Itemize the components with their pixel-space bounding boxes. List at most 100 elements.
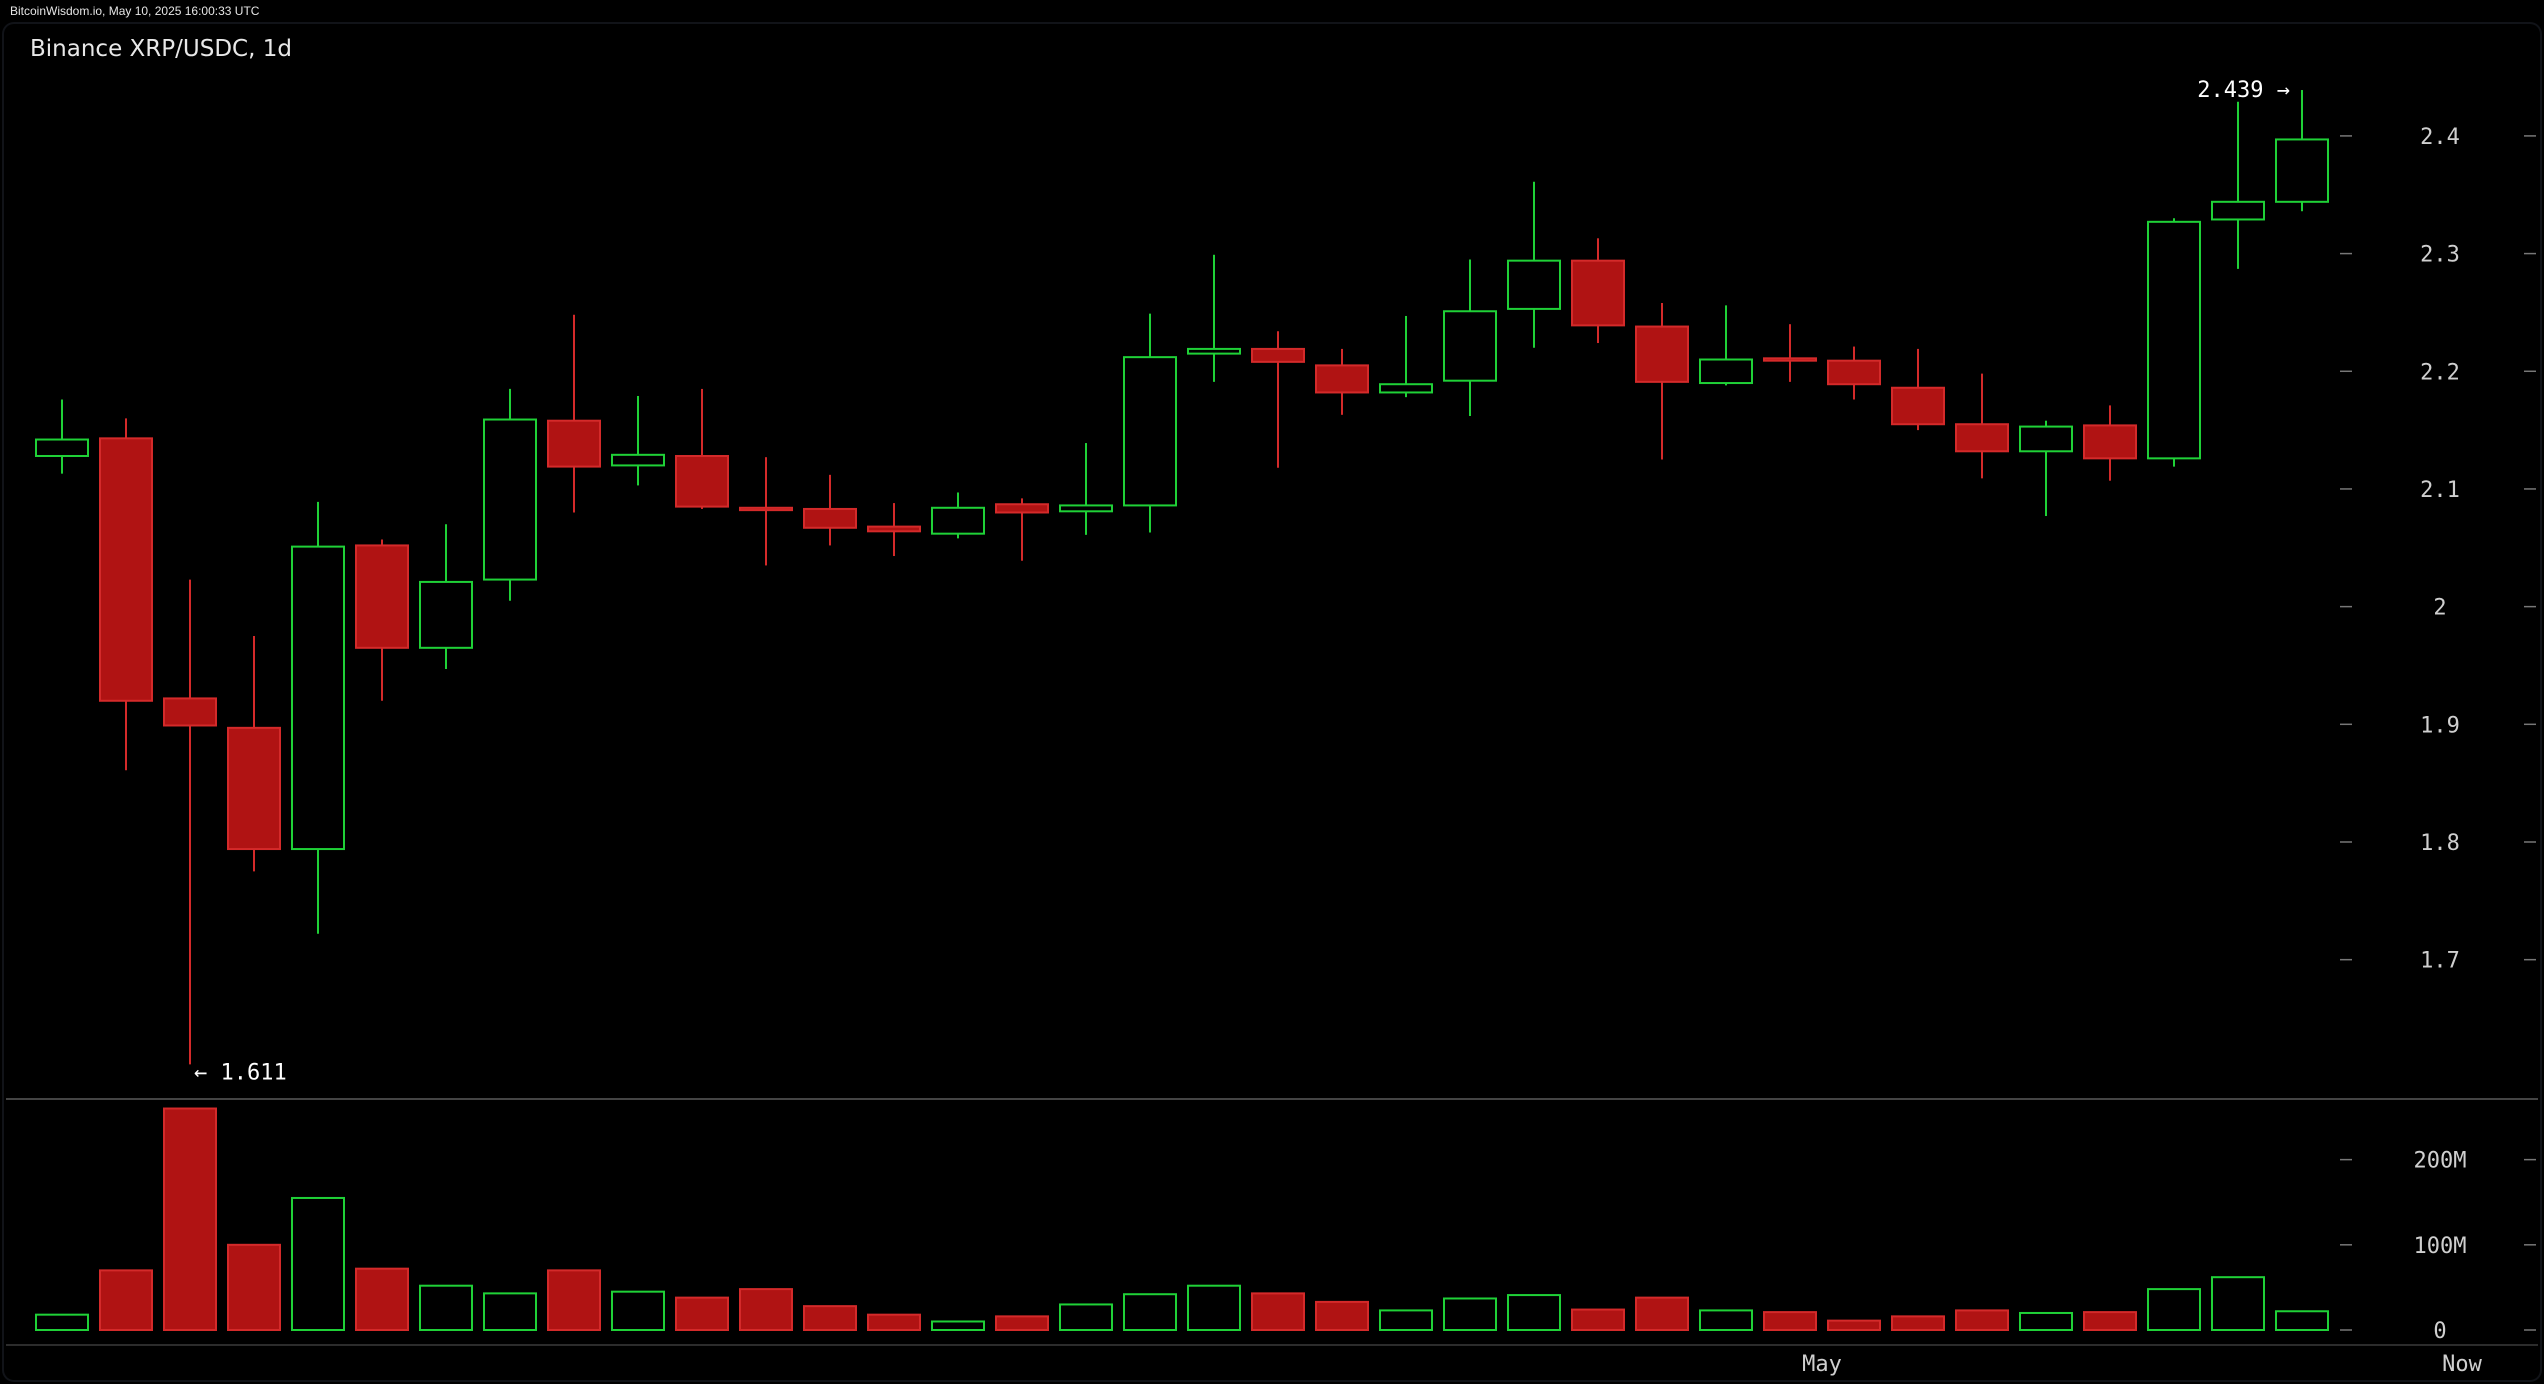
candle[interactable] [547,314,601,513]
candle[interactable] [995,498,1049,561]
volume-bar[interactable] [99,1269,153,1331]
volume-bar[interactable] [1891,1315,1945,1331]
volume-bar[interactable] [867,1313,921,1331]
candle[interactable] [1443,259,1497,416]
volume-bar[interactable] [547,1269,601,1331]
volume-bar[interactable] [1315,1300,1369,1332]
volume-bar[interactable] [2147,1288,2201,1331]
volume-bar[interactable] [995,1315,1049,1331]
candle[interactable] [2019,420,2073,517]
candle[interactable] [867,503,921,557]
candle-body [1379,383,1433,394]
volume-bar[interactable] [611,1290,665,1331]
candle-body [1443,310,1497,382]
chart-frame [4,24,2540,1380]
price-tick-label: 2.1 [2420,478,2460,503]
candle[interactable] [1059,443,1113,535]
candle-body [1699,358,1753,385]
candle[interactable] [611,395,665,486]
volume-bar[interactable] [1571,1308,1625,1331]
candle[interactable] [739,457,793,566]
volume-bar[interactable] [1507,1294,1561,1332]
candle[interactable] [931,492,985,539]
volume-layer [35,1107,2329,1332]
volume-bar[interactable] [227,1243,281,1332]
candle-body [1763,357,1817,362]
volume-bar[interactable] [1827,1319,1881,1332]
volume-bar[interactable] [355,1267,409,1331]
label-layer: May Now 2.439 → ← 1.611 [194,78,2483,1377]
chart-title: Binance XRP/USDC, 1d [30,36,292,62]
volume-bar[interactable] [2211,1276,2265,1331]
candle[interactable] [1123,313,1177,533]
candle[interactable] [355,539,409,701]
volume-bar[interactable] [1635,1296,1689,1332]
candle[interactable] [1891,348,1945,431]
candle[interactable] [2147,218,2201,467]
candle[interactable] [419,524,473,669]
candle-body [1123,356,1177,507]
volume-bar[interactable] [675,1296,729,1332]
candle[interactable] [483,388,537,601]
volume-bar[interactable] [483,1292,537,1331]
volume-bar[interactable] [1379,1309,1433,1331]
candle-body [675,455,729,508]
candles-layer [35,90,2329,1065]
candle-body [803,507,857,529]
price-tick-label: 1.7 [2420,949,2460,974]
candle[interactable] [1187,254,1241,382]
volume-tick-label: 200M [2414,1149,2467,1174]
candle[interactable] [2083,405,2137,481]
volume-bar[interactable] [1123,1293,1177,1331]
candle[interactable] [803,474,857,546]
candle-body [1251,347,1305,363]
candle-body [99,437,153,702]
candle[interactable] [2211,101,2265,269]
volume-tick-label: 100M [2414,1234,2467,1259]
candle[interactable] [35,399,89,474]
candle[interactable] [99,418,153,771]
candle-body [1571,259,1625,327]
volume-bar[interactable] [803,1305,857,1332]
volume-bar[interactable] [1187,1284,1241,1332]
volume-bar[interactable] [163,1107,217,1332]
candle[interactable] [1635,303,1689,460]
candle[interactable] [1251,331,1305,468]
volume-bar[interactable] [739,1288,793,1331]
candle[interactable] [163,579,217,1065]
volume-bar[interactable] [35,1313,89,1331]
candle[interactable] [227,636,281,872]
candle[interactable] [1827,346,1881,400]
volume-bar[interactable] [1955,1309,2009,1331]
volume-bar[interactable] [2275,1310,2329,1332]
candle-body [1635,325,1689,383]
candle[interactable] [1379,315,1433,398]
volume-bar[interactable] [291,1196,345,1332]
volume-bar[interactable] [2083,1311,2137,1331]
volume-bar[interactable] [2019,1311,2073,1332]
candle[interactable] [675,388,729,509]
volume-bar[interactable] [1443,1297,1497,1331]
candle-body [1059,504,1113,513]
candle[interactable] [291,501,345,934]
candle-body [2147,220,2201,460]
candle[interactable] [1315,348,1369,415]
volume-bar[interactable] [1251,1292,1305,1331]
volume-bar[interactable] [419,1284,473,1332]
candle-body [227,726,281,851]
candle[interactable] [2275,90,2329,212]
candle[interactable] [1763,324,1817,382]
candle[interactable] [1571,238,1625,344]
volume-bar[interactable] [931,1320,985,1331]
volume-bar[interactable] [1059,1303,1113,1332]
candle[interactable] [1699,305,1753,386]
candle[interactable] [1955,373,2009,479]
candle-body [1891,386,1945,426]
volume-bar[interactable] [1763,1311,1817,1331]
volume-bar[interactable] [1699,1309,1753,1331]
candle-body [419,580,473,649]
candle[interactable] [1507,181,1561,348]
candle-body [1187,347,1241,355]
candle-body [995,503,1049,514]
